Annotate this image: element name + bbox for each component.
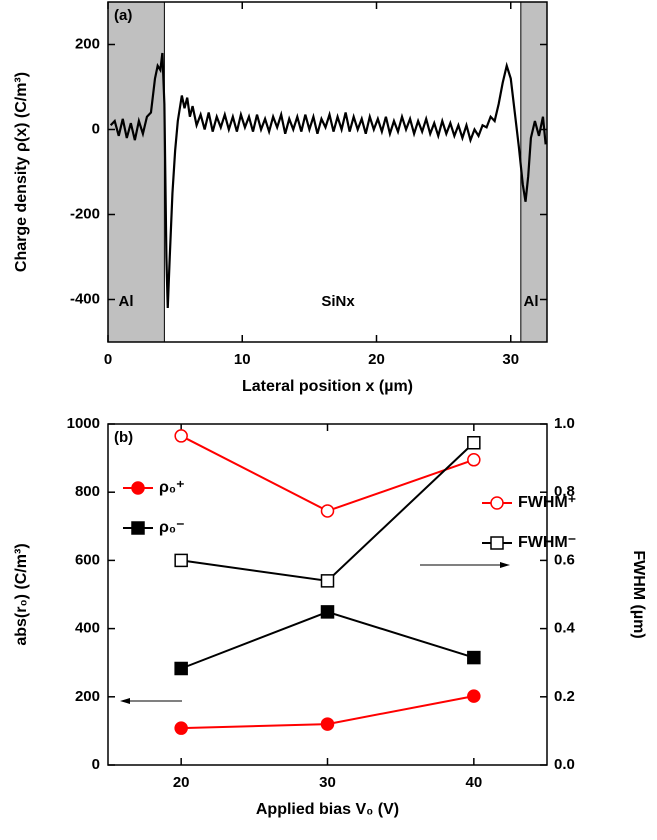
- y-tick-label: 1000: [67, 415, 100, 432]
- legend-marker: [131, 521, 145, 535]
- x-tick-label: 40: [465, 774, 482, 791]
- y-tick-label: 200: [75, 35, 100, 52]
- y-tick-label: 0: [92, 756, 100, 773]
- panel-label: (b): [114, 429, 133, 446]
- y2-tick-label: 1.0: [554, 415, 575, 432]
- shaded-region: [520, 1, 548, 343]
- y-tick-label: 400: [75, 620, 100, 637]
- y2-tick-label: 0.4: [554, 620, 576, 637]
- legend-marker: [490, 536, 504, 550]
- y2-axis-title: FWHM (µm): [630, 550, 647, 638]
- y-tick-label: 200: [75, 688, 100, 705]
- x-tick-label: 30: [502, 351, 519, 368]
- data-point: [320, 504, 335, 518]
- data-point: [467, 689, 481, 703]
- y2-tick-label: 0.8: [554, 483, 575, 500]
- y2-tick-label: 0.2: [554, 688, 575, 705]
- x-tick-label: 10: [234, 351, 251, 368]
- y2-tick-label: 0.0: [554, 756, 575, 773]
- data-point: [467, 650, 481, 665]
- x-axis-title: Applied bias V₀ (V): [256, 801, 399, 818]
- data-point: [174, 553, 188, 568]
- y-tick-label: -400: [70, 290, 100, 307]
- legend-label: FWHM⁺: [518, 494, 576, 511]
- x-tick-label: 20: [368, 351, 385, 368]
- x-tick-label: 0: [104, 351, 112, 368]
- data-line: [109, 52, 547, 309]
- data-point: [467, 436, 481, 450]
- data-point: [174, 661, 188, 676]
- legend-label: FWHM⁻: [518, 534, 576, 551]
- data-point: [174, 721, 188, 735]
- arrow-left: [120, 698, 182, 704]
- x-axis-title: Lateral position x (µm): [242, 378, 413, 395]
- data-line: [180, 435, 475, 513]
- y-axis-title: Charge density ρ(x) (C/m³): [13, 72, 30, 272]
- y-tick-label: 600: [75, 551, 100, 568]
- annotation: SiNx: [321, 293, 355, 310]
- y-tick-label: -200: [70, 205, 100, 222]
- plot-frame: [107, 423, 548, 766]
- y-axis-title: abs(r₀) (C/m³): [13, 543, 30, 645]
- legend-marker: [490, 496, 504, 510]
- arrow-right: [420, 562, 510, 568]
- annotation: Al: [524, 293, 539, 310]
- data-point: [467, 453, 481, 467]
- annotation: Al: [119, 293, 134, 310]
- data-point: [320, 605, 335, 619]
- data-line: [180, 610, 475, 670]
- panel-label: (a): [114, 7, 132, 24]
- x-tick-label: 20: [173, 774, 190, 791]
- y2-tick-label: 0.6: [554, 551, 575, 568]
- data-point: [320, 717, 335, 731]
- data-point: [320, 574, 335, 588]
- plot-frame: [107, 1, 548, 343]
- x-tick-label: 30: [319, 774, 336, 791]
- y-tick-label: 0: [92, 120, 100, 137]
- shaded-region: [107, 1, 165, 343]
- legend-label: ρ₀⁺: [159, 479, 185, 496]
- data-point: [174, 429, 188, 443]
- y-tick-label: 800: [75, 483, 100, 500]
- legend-label: ρ₀⁻: [159, 519, 185, 536]
- legend-marker: [131, 481, 145, 495]
